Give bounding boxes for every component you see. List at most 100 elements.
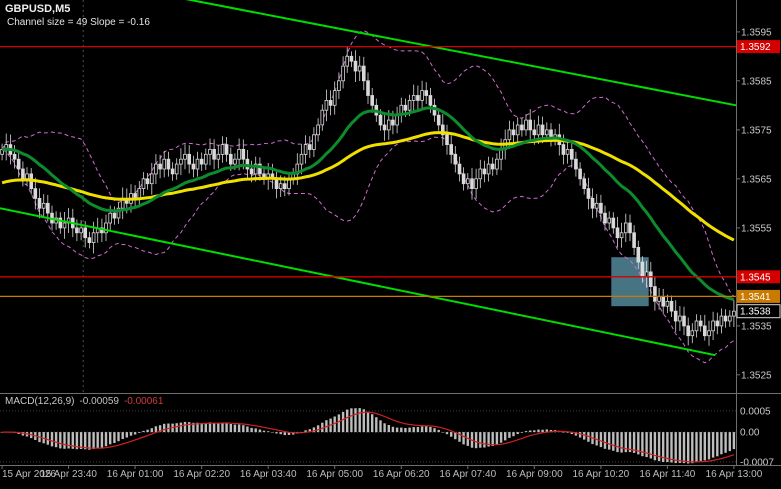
macd-histogram-bar bbox=[375, 417, 378, 433]
macd-histogram-bar bbox=[420, 426, 424, 433]
candle-body bbox=[154, 163, 158, 175]
macd-histogram-bar bbox=[54, 432, 58, 448]
macd-histogram-bar bbox=[412, 427, 415, 433]
candle-body bbox=[528, 119, 532, 131]
macd-histogram-bar bbox=[699, 432, 702, 461]
candle-body bbox=[191, 163, 196, 170]
macd-histogram-bar bbox=[533, 430, 536, 433]
macd-histogram-bar bbox=[395, 427, 399, 433]
candle-body bbox=[611, 217, 616, 229]
candle-body bbox=[507, 129, 512, 141]
macd-histogram-bar bbox=[175, 423, 178, 433]
macd-histogram-bar bbox=[204, 422, 207, 433]
macd-histogram-bar bbox=[645, 432, 648, 458]
macd-histogram-bar bbox=[287, 432, 291, 435]
macd-histogram-bar bbox=[271, 432, 274, 433]
macd-histogram-bar bbox=[63, 432, 66, 449]
candle-body bbox=[669, 300, 674, 312]
candle-body bbox=[628, 222, 632, 234]
macd-histogram-bar bbox=[578, 432, 582, 438]
candle-body bbox=[428, 95, 433, 106]
macd-histogram-bar bbox=[404, 428, 407, 433]
candle-body bbox=[149, 173, 154, 185]
candle-body bbox=[303, 144, 308, 155]
candle-body bbox=[395, 114, 399, 126]
macd-histogram-bar bbox=[387, 425, 390, 433]
time-axis-label: 16 Apr 07:40 bbox=[439, 469, 497, 480]
macd-histogram-bar bbox=[267, 431, 270, 433]
macd-axis-label: 0.0005 bbox=[740, 406, 771, 417]
candle-body bbox=[707, 330, 711, 337]
macd-histogram-bar bbox=[212, 422, 216, 433]
macd-histogram-bar bbox=[587, 432, 590, 442]
macd-histogram-bar bbox=[662, 432, 665, 462]
macd-histogram-bar bbox=[75, 432, 79, 450]
candle-body bbox=[461, 173, 466, 185]
time-axis-label: 16 Apr 03:40 bbox=[239, 469, 297, 480]
candle-body bbox=[307, 144, 312, 150]
candle-body bbox=[16, 158, 21, 170]
candle-body bbox=[249, 168, 254, 175]
macd-histogram-bar bbox=[711, 432, 715, 458]
price-axis-label: 1.3565 bbox=[741, 174, 772, 185]
candle-body bbox=[540, 124, 545, 136]
candle-body bbox=[545, 129, 549, 136]
candle-body bbox=[357, 65, 362, 72]
macd-axis-label: 0.00 bbox=[740, 428, 760, 439]
macd-histogram-bar bbox=[462, 432, 465, 445]
macd-histogram-bar bbox=[254, 428, 257, 433]
candle-body bbox=[37, 197, 42, 209]
macd-histogram-bar bbox=[321, 422, 324, 433]
macd-histogram-bar bbox=[200, 423, 203, 433]
candle-body bbox=[678, 315, 682, 322]
level-price-badge-label: 1.3592 bbox=[740, 42, 771, 53]
macd-histogram-bar bbox=[520, 432, 524, 433]
macd-histogram-bar bbox=[242, 425, 245, 433]
macd-histogram-bar bbox=[379, 420, 382, 433]
time-axis-label: 16 Apr 05:00 bbox=[306, 469, 364, 480]
price-axis-label: 1.3595 bbox=[741, 27, 772, 38]
time-axis-label: 16 Apr 02:20 bbox=[173, 469, 231, 480]
macd-histogram-bar bbox=[237, 424, 241, 433]
candle-body bbox=[332, 90, 337, 106]
time-axis-label: 16 Apr 06:20 bbox=[372, 469, 430, 480]
price-axis-label: 1.3535 bbox=[741, 321, 772, 332]
candle-body bbox=[532, 129, 537, 136]
macd-histogram-bar bbox=[599, 432, 603, 448]
macd-histogram-bar bbox=[100, 432, 104, 448]
time-axis-label: 15 Apr 23:40 bbox=[40, 469, 97, 480]
candle-body bbox=[403, 104, 408, 111]
macd-histogram-bar bbox=[695, 432, 698, 462]
macd-histogram-bar bbox=[146, 429, 149, 433]
candle-body bbox=[366, 80, 370, 96]
candle-body bbox=[12, 153, 17, 160]
candle-body bbox=[723, 315, 728, 322]
candle-body bbox=[636, 246, 641, 263]
macd-histogram-bar bbox=[275, 432, 278, 434]
candle-body bbox=[216, 153, 221, 160]
candle-body bbox=[108, 212, 113, 224]
candle-body bbox=[615, 227, 620, 239]
candle-body bbox=[594, 202, 599, 209]
candle-body bbox=[686, 325, 690, 337]
candle-body bbox=[407, 100, 412, 111]
candle-body bbox=[162, 158, 167, 170]
macd-histogram-bar bbox=[96, 432, 99, 449]
macd-histogram-bar bbox=[512, 432, 515, 437]
macd-histogram-bar bbox=[308, 429, 311, 433]
level-price-badge bbox=[737, 289, 780, 303]
time-axis-label: 15 Apr 2026 bbox=[2, 469, 56, 480]
macd-histogram-bar bbox=[217, 423, 220, 433]
candle-body bbox=[166, 158, 171, 170]
candle-body bbox=[203, 153, 208, 165]
macd-main-value: -0.00059 bbox=[79, 396, 119, 407]
candle-body bbox=[582, 178, 586, 190]
candle-body bbox=[158, 163, 162, 170]
macd-histogram-bar bbox=[221, 422, 224, 433]
candle-body bbox=[21, 168, 25, 180]
candle-body bbox=[732, 310, 736, 317]
candle-body bbox=[490, 163, 495, 170]
candle-body bbox=[673, 310, 678, 322]
candle-body bbox=[378, 114, 383, 126]
